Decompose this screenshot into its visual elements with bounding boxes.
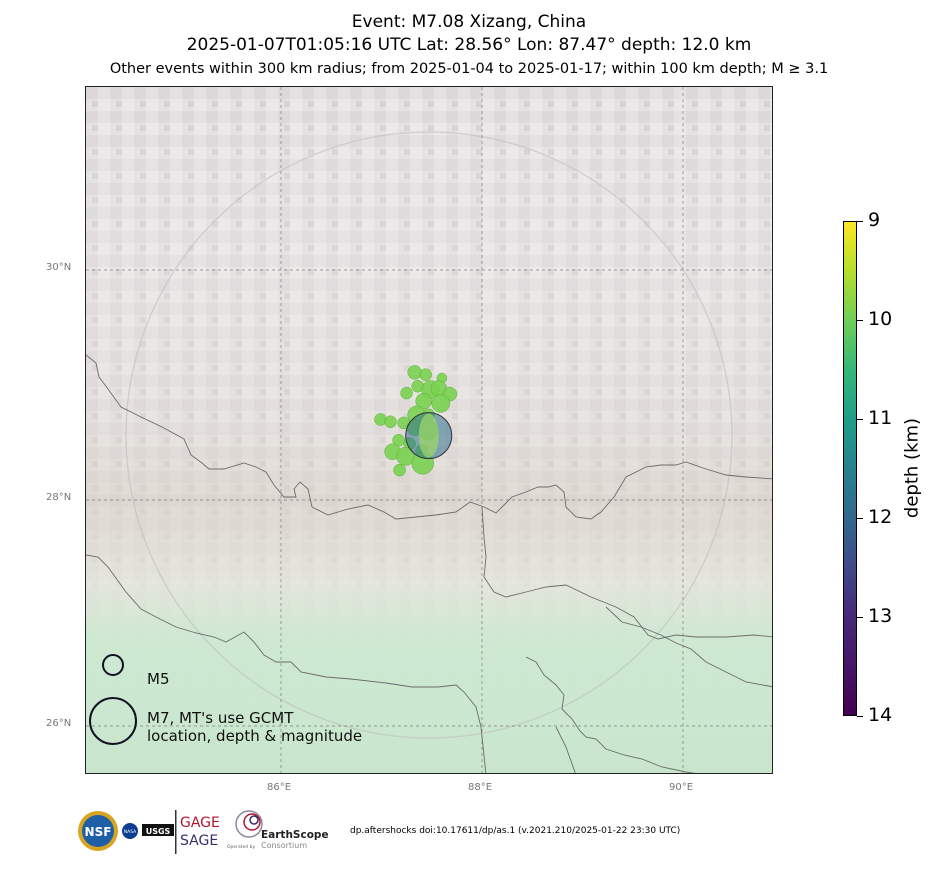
search-criteria: Other events within 300 km radius; from … bbox=[109, 61, 829, 77]
operated-by-text: Operated by bbox=[227, 844, 255, 850]
aftershock-marker[interactable] bbox=[400, 386, 413, 400]
colorbar-label-10: 10 bbox=[868, 308, 893, 330]
search-radius-circle bbox=[125, 131, 733, 739]
nasa-text: NASA bbox=[124, 829, 137, 835]
bangladesh-border bbox=[525, 656, 696, 773]
lon-tick-88e: 88°E bbox=[468, 782, 493, 793]
lon-tick-86e: 86°E bbox=[267, 782, 292, 793]
logo-divider bbox=[175, 810, 177, 854]
map-title: Event: M7.08 Xizang, China bbox=[351, 12, 587, 32]
colorbar-label-11: 11 bbox=[868, 407, 893, 429]
aftershock-marker[interactable] bbox=[393, 463, 406, 477]
china-nepal-bhutan-border bbox=[86, 354, 772, 520]
northeast-india-border bbox=[605, 606, 772, 688]
aftershock-marker[interactable] bbox=[384, 415, 397, 429]
lat-tick-28n: 28°N bbox=[46, 492, 72, 503]
colorbar-tick bbox=[857, 221, 863, 222]
lat-tick-30n: 30°N bbox=[46, 262, 72, 273]
nasa-logo: NASA bbox=[122, 823, 138, 839]
lat-tick-26n: 26°N bbox=[46, 718, 72, 729]
legend-m7-circle bbox=[89, 697, 137, 745]
colorbar-tick bbox=[857, 518, 863, 519]
nsf-logo: NSF bbox=[78, 811, 118, 851]
colorbar-label-14: 14 bbox=[868, 704, 893, 726]
map-panel[interactable] bbox=[85, 86, 773, 774]
colorbar-tick bbox=[857, 716, 863, 717]
lon-tick-90e: 90°E bbox=[669, 782, 694, 793]
doi-citation: dp.aftershocks doi:10.17611/dp/as.1 (v.2… bbox=[350, 826, 681, 836]
colorbar-tick bbox=[857, 419, 863, 420]
sage-text: SAGE bbox=[180, 833, 218, 849]
myanmar-border bbox=[555, 726, 576, 773]
legend-m5-circle bbox=[102, 654, 124, 676]
graticule bbox=[86, 87, 772, 773]
aftershock-marker[interactable] bbox=[431, 394, 451, 413]
moment-tensor-beachball bbox=[418, 413, 439, 458]
depth-colorbar bbox=[843, 221, 857, 716]
colorbar-tick bbox=[857, 617, 863, 618]
aftershock-marker[interactable] bbox=[419, 368, 432, 381]
colorbar-tick bbox=[857, 320, 863, 321]
legend-m7-label-line2: location, depth & magnitude bbox=[147, 727, 363, 745]
earthscope-logo: EarthScope Consortium Operated by bbox=[227, 810, 329, 850]
usgs-logo: USGS bbox=[142, 824, 174, 836]
colorbar-title: depth (km) bbox=[901, 417, 923, 519]
consortium-text: Consortium bbox=[261, 841, 307, 850]
map-canvas bbox=[86, 87, 772, 773]
country-borders bbox=[86, 354, 772, 773]
colorbar-label-9: 9 bbox=[868, 209, 881, 231]
nepal-india-border bbox=[86, 554, 487, 773]
usgs-text: USGS bbox=[146, 827, 171, 836]
gage-text: GAGE bbox=[180, 815, 220, 831]
logo-strip: NSF NASA USGS GAGE SAGE EarthScope Conso… bbox=[78, 810, 329, 854]
legend-m7-label-line1: M7, MT's use GCMT bbox=[147, 709, 294, 727]
earthscope-text: EarthScope bbox=[261, 829, 329, 841]
colorbar-label-12: 12 bbox=[868, 506, 893, 528]
footer-logos: NSF NASA USGS GAGE SAGE EarthScope Conso… bbox=[77, 808, 777, 856]
event-details: 2025-01-07T01:05:16 UTC Lat: 28.56° Lon:… bbox=[186, 35, 752, 55]
nsf-text: NSF bbox=[85, 825, 112, 839]
bhutan-india-border bbox=[481, 506, 772, 640]
legend-m5-label: M5 bbox=[147, 670, 170, 688]
mainshock-marker[interactable] bbox=[405, 412, 453, 460]
aftershock-marker[interactable] bbox=[407, 365, 422, 380]
colorbar-label-13: 13 bbox=[868, 605, 893, 627]
